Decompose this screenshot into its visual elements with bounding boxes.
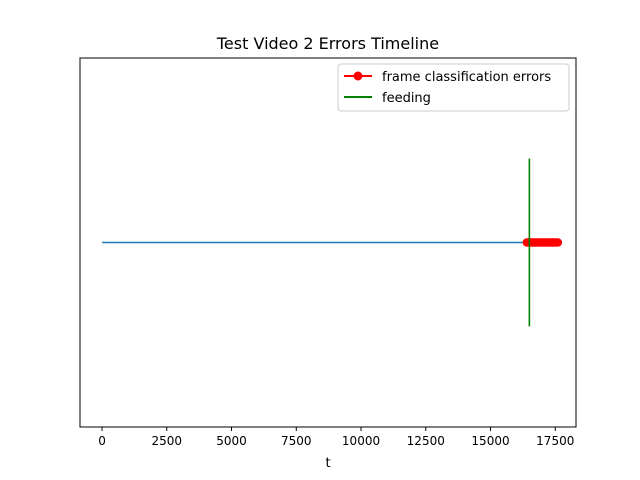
x-axis: 0 2500 5000 7500 10000 12500 15000 17500 xyxy=(98,427,574,448)
legend-errors-marker xyxy=(353,71,363,81)
x-tick-label: 7500 xyxy=(281,434,312,448)
plot-frame xyxy=(79,57,577,428)
plot-area xyxy=(102,158,563,327)
x-tick-label: 15000 xyxy=(471,434,509,448)
x-tick-label: 10000 xyxy=(342,434,380,448)
x-tick-label: 12500 xyxy=(407,434,445,448)
x-tick-label: 2500 xyxy=(151,434,182,448)
chart-title: Test Video 2 Errors Timeline xyxy=(216,34,439,53)
x-tick-label: 0 xyxy=(98,434,106,448)
legend-errors-label: frame classification errors xyxy=(382,70,551,85)
x-axis-label: t xyxy=(325,456,330,471)
x-tick-label: 5000 xyxy=(216,434,247,448)
x-tick-label: 17500 xyxy=(536,434,574,448)
legend: frame classification errors feeding xyxy=(337,63,570,112)
error-point xyxy=(553,238,563,247)
legend-feeding-label: feeding xyxy=(382,91,431,106)
legend-box xyxy=(337,63,570,112)
